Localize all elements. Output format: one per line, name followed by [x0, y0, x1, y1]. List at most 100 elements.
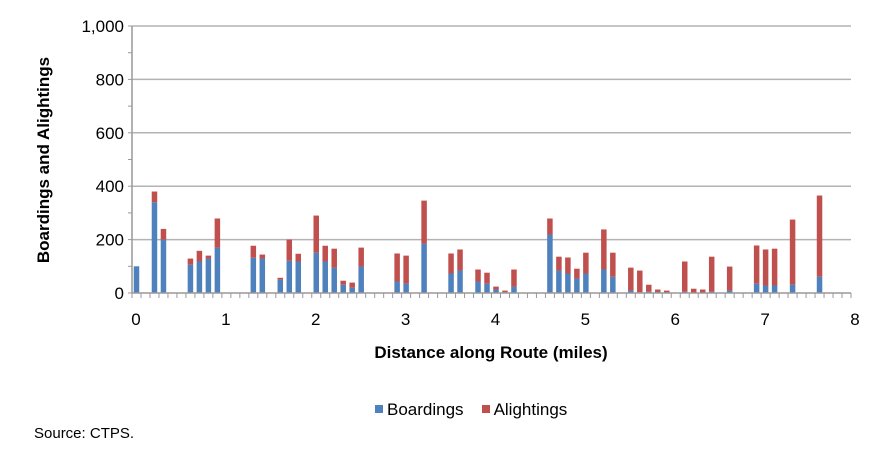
bar-boardings — [547, 234, 553, 293]
legend: Boardings Alightings — [375, 400, 585, 420]
y-tick-label: 600 — [96, 124, 124, 143]
x-tick-label: 5 — [581, 310, 590, 329]
bar-boardings — [340, 284, 346, 293]
bar-boardings — [556, 270, 562, 293]
bar-boardings — [250, 257, 257, 293]
bar-alightings — [421, 200, 427, 244]
bar-boardings — [187, 264, 194, 293]
x-tick-label: 1 — [221, 310, 230, 329]
bar-boardings — [726, 290, 733, 293]
bar-alightings — [556, 256, 562, 271]
bar-alightings — [726, 266, 733, 291]
bar-alightings — [708, 256, 715, 292]
legend-label-alightings: Alightings — [493, 400, 568, 419]
bar-alightings — [484, 272, 490, 284]
bar-alightings — [493, 286, 499, 290]
bar-boardings — [313, 252, 319, 293]
bar-alightings — [547, 218, 553, 235]
bar-alightings — [196, 250, 203, 262]
bar-boardings — [762, 285, 769, 293]
bar-boardings — [403, 283, 409, 293]
bar-alightings — [214, 218, 221, 248]
x-tick-label: 2 — [311, 310, 320, 329]
bar-alightings — [151, 191, 158, 203]
bar-alightings — [340, 280, 346, 285]
bar-boardings — [484, 283, 490, 293]
bar-boardings — [457, 270, 463, 293]
source-note: Source: CTPS. — [34, 425, 135, 442]
bar-boardings — [628, 290, 634, 293]
bar-alightings — [322, 245, 328, 262]
legend-label-boardings: Boardings — [387, 400, 464, 419]
bar-alightings — [565, 257, 571, 274]
bar-alightings — [574, 268, 580, 279]
bar-alightings — [637, 270, 643, 293]
bar-boardings — [574, 278, 580, 293]
bar-alightings — [358, 247, 364, 267]
bar-alightings — [187, 258, 194, 265]
y-tick-label: 400 — [96, 177, 124, 196]
bar-alightings — [655, 289, 661, 292]
bar-alightings — [286, 239, 293, 261]
bar-boardings — [358, 266, 364, 293]
x-axis-title: Distance along Route (miles) — [374, 343, 608, 362]
bar-alightings — [690, 288, 697, 293]
bar-alightings — [664, 290, 670, 293]
alightings-swatch — [481, 405, 490, 413]
bar-boardings — [421, 243, 427, 293]
bar-alightings — [583, 252, 589, 274]
x-tick-label: 3 — [401, 310, 410, 329]
axes — [128, 25, 852, 298]
bar-alightings — [349, 282, 355, 288]
legend-item-alightings: Alightings — [481, 400, 568, 420]
y-tick-label: 1,000 — [81, 17, 124, 36]
bar-alightings — [277, 277, 284, 280]
bar-boardings — [214, 247, 221, 293]
bar-alightings — [610, 252, 616, 277]
bar-boardings — [610, 276, 616, 293]
bar-boardings — [331, 267, 337, 293]
bar-alightings — [753, 245, 760, 284]
bar-boardings — [493, 289, 499, 293]
bar-boardings — [205, 258, 212, 293]
bar-boardings — [133, 266, 140, 293]
bar-alightings — [511, 269, 517, 287]
bar-alightings — [259, 254, 266, 259]
bars — [133, 191, 823, 293]
bar-alightings — [771, 248, 778, 286]
bar-boardings — [160, 239, 167, 293]
bar-alightings — [762, 249, 769, 286]
bar-boardings — [753, 283, 760, 293]
bar-boardings — [295, 261, 302, 293]
bar-alightings — [816, 195, 823, 277]
bar-boardings — [475, 281, 481, 293]
x-tick-label: 8 — [850, 310, 859, 329]
bar-alightings — [789, 219, 796, 285]
bar-boardings — [259, 258, 266, 293]
bar-alightings — [681, 261, 688, 292]
boardings-swatch — [375, 405, 383, 413]
bar-alightings — [628, 267, 634, 291]
bar-boardings — [322, 261, 328, 293]
bar-boardings — [151, 202, 158, 293]
bar-alightings — [646, 284, 652, 292]
bar-boardings — [601, 269, 607, 293]
bar-boardings — [583, 273, 589, 293]
bar-boardings — [789, 284, 796, 293]
bar-boardings — [349, 287, 355, 293]
x-tick-label: 6 — [671, 310, 680, 329]
x-tick-label: 0 — [131, 310, 140, 329]
tick-labels: 0 200 400 600 800 1,000 0 1 2 3 4 5 6 7 8 — [81, 17, 859, 329]
y-tick-label: 200 — [96, 231, 124, 250]
bar-boardings — [771, 285, 778, 293]
bar-boardings — [196, 261, 203, 293]
y-axis-title: Boardings and Alightings — [34, 56, 53, 264]
x-tick-label: 4 — [491, 310, 500, 329]
bar-boardings — [816, 276, 823, 293]
bar-boardings — [448, 273, 454, 293]
bar-alightings — [475, 269, 481, 282]
bar-alightings — [403, 255, 409, 284]
bar-boardings — [565, 273, 571, 293]
bar-boardings — [394, 281, 400, 293]
